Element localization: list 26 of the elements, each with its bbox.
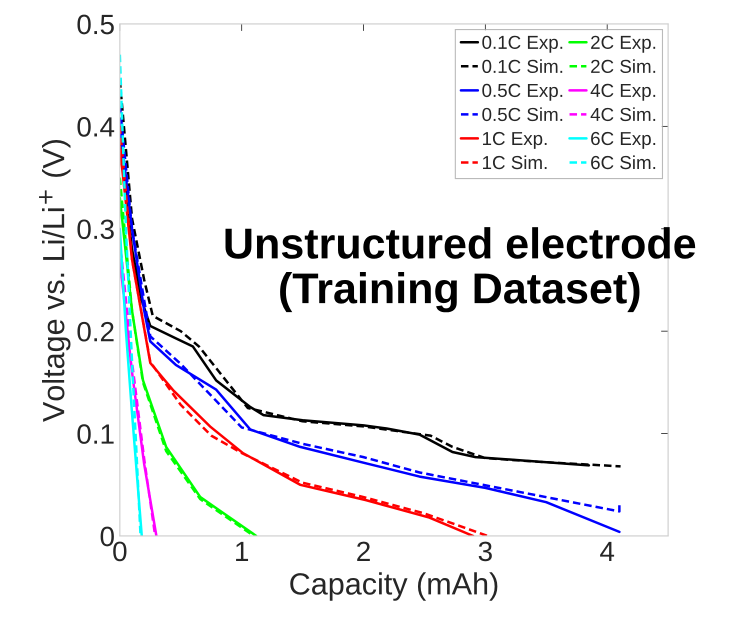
annotation: Unstructured electrode (Training Dataset) — [226, 227, 696, 312]
x-tick-label: 3 — [478, 542, 492, 562]
legend-label: 1C Sim. — [483, 155, 547, 170]
x-axis-title: Capacity (mAh) — [290, 572, 498, 601]
y-tick-label: 0.3 — [77, 219, 114, 240]
legend-label: 0.5C Sim. — [482, 107, 562, 122]
y-axis-title: Voltage vs. Li/Li$^{+}$ (V) — [39, 140, 70, 422]
y-tick-label: 0.2 — [77, 322, 114, 342]
legend-label: 0.5C Exp. — [482, 84, 562, 101]
y-tick-label: 0.4 — [77, 117, 114, 137]
legend-label: 0.1C Sim. — [482, 59, 562, 74]
legend-label: 2C Exp. — [591, 36, 656, 53]
legend-label: 2C Sim. — [591, 59, 656, 74]
y-tick-label: 0 — [100, 526, 114, 546]
x-tick-label: 0 — [113, 542, 126, 562]
legend-label: 4C Exp. — [590, 84, 656, 101]
legend-label: 0.1C Exp. — [482, 36, 562, 53]
legend-label: 6C Sim. — [591, 155, 656, 170]
legend-label: 6C Exp. — [591, 132, 656, 149]
y-tick-label: 0.1 — [77, 424, 114, 444]
x-tick-label: 2 — [357, 542, 370, 561]
y-tick-label: 0.5 — [77, 14, 114, 34]
legend-label: 1C Exp. — [483, 132, 547, 149]
legend-label: 4C Sim. — [590, 107, 656, 122]
x-tick-label: 4 — [600, 542, 614, 561]
x-tick-label: 1 — [236, 542, 248, 561]
